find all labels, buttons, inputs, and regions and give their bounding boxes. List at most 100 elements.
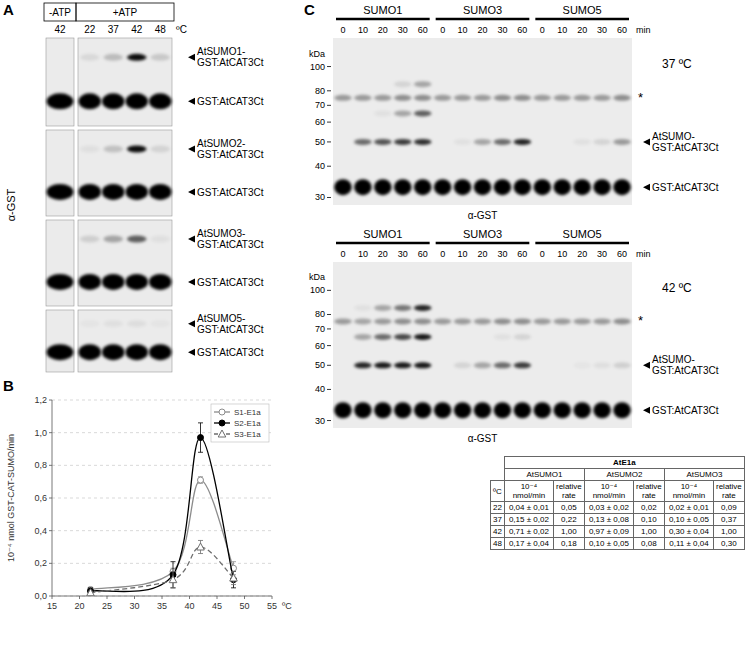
blot-background [46, 130, 74, 216]
band [514, 305, 532, 311]
group-bar [336, 242, 430, 245]
product-band [80, 320, 100, 327]
band [334, 334, 352, 340]
band [414, 362, 432, 368]
tick-label: 0,0 [34, 591, 47, 601]
antibody-label: α-GST [468, 210, 498, 221]
product-band [150, 54, 170, 61]
substrate-band [78, 274, 101, 290]
lane-label: 0 [440, 249, 445, 259]
tick [217, 596, 218, 599]
band [394, 81, 412, 87]
lane-label: 30 [597, 249, 607, 259]
band [374, 81, 392, 87]
band-label: AtSUMO3- [197, 228, 245, 239]
band [474, 334, 492, 340]
band [553, 139, 571, 145]
band [334, 139, 352, 145]
band [534, 362, 552, 368]
band [474, 362, 492, 368]
substrate-band [149, 344, 172, 360]
tick-label: 45 [212, 601, 222, 611]
band [354, 305, 372, 311]
band [553, 305, 571, 311]
table-cell: 0,30 [713, 538, 744, 550]
product-band [103, 54, 123, 61]
substrate-band [125, 344, 148, 360]
band [454, 334, 472, 340]
lane-label: 20 [378, 25, 388, 35]
band [613, 81, 631, 87]
band [334, 318, 352, 324]
band [434, 362, 452, 368]
kda-label: 30 [315, 192, 325, 202]
band [414, 402, 432, 418]
kda-label: 60 [315, 341, 325, 351]
band [514, 81, 532, 87]
band [494, 362, 512, 368]
band [613, 110, 631, 116]
kda-tick [327, 105, 331, 106]
band [534, 110, 552, 116]
column-header: relative rate [713, 481, 744, 502]
table-cell: 0,10 [633, 514, 664, 526]
band [414, 334, 432, 340]
band [394, 362, 412, 368]
table-cell: 1,00 [553, 526, 584, 538]
band [454, 110, 472, 116]
rate-table: AtE1aAtSUMO1AtSUMO2AtSUMO3ºC10⁻⁴ nmol/mi… [490, 456, 745, 550]
blot-background [78, 220, 172, 306]
band [334, 305, 352, 311]
tick-label: 30 [129, 601, 139, 611]
band-label: GST:AtCAT3Ct [652, 182, 719, 193]
kda-axis-label: kDa [309, 49, 325, 59]
legend-label: S1-E1a [234, 408, 261, 417]
substrate-band [102, 93, 125, 109]
band [613, 179, 631, 195]
lane-label: 30 [398, 249, 408, 259]
column-header: 10⁻⁴ nmol/min [504, 481, 553, 502]
band [573, 95, 591, 101]
lane-label: 10 [557, 249, 567, 259]
table-cell: 0,71 ± 0,02 [504, 526, 553, 538]
band-label: AtSUMO2- [197, 138, 245, 149]
lane-label: 10 [458, 249, 468, 259]
header-label: +ATP [113, 7, 138, 18]
band [374, 362, 392, 368]
band [593, 318, 611, 324]
band-label: GST:AtCAT3Ct [197, 187, 264, 198]
band [573, 305, 591, 311]
band [394, 334, 412, 340]
tick [52, 596, 53, 599]
substrate-band [47, 274, 74, 290]
lane-label: 22 [84, 24, 96, 35]
band-label: GST:AtCAT3Ct [197, 277, 264, 288]
tick [49, 498, 52, 499]
lane-label: 0 [540, 25, 545, 35]
tick-label: 1,2 [34, 395, 47, 405]
band [334, 402, 352, 418]
band [474, 305, 492, 311]
band [414, 95, 432, 101]
kda-label: 70 [315, 100, 325, 110]
tick [79, 596, 80, 599]
group-header: AtSUMO1 [504, 469, 584, 481]
band [474, 402, 492, 418]
group-label: SUMO1 [363, 228, 402, 240]
lane-label: 0 [340, 249, 345, 259]
legend-marker [219, 409, 225, 415]
substrate-band [102, 274, 125, 290]
arrowhead [643, 138, 650, 145]
band [474, 95, 492, 101]
table-cell: 22 [491, 502, 505, 514]
table-cell: 0,97 ± 0,09 [584, 526, 633, 538]
band [494, 334, 512, 340]
group-label: SUMO5 [563, 4, 602, 16]
kda-label: 50 [315, 137, 325, 147]
table-cell: 0,10 ± 0,05 [584, 538, 633, 550]
band [354, 81, 372, 87]
band-label: GST:AtCAT3Ct [197, 324, 264, 335]
arrowhead [643, 362, 650, 369]
group-label: SUMO3 [463, 228, 502, 240]
group-header: AtSUMO2 [584, 469, 664, 481]
